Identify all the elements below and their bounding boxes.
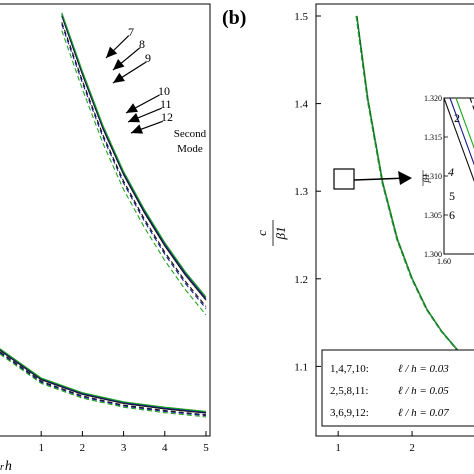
panel-b-y-tick-label-1.5: 1.5 bbox=[294, 11, 308, 23]
inset-curve-label-2: 2 bbox=[454, 111, 460, 125]
panel-b-y-tick-label-1.4: 1.4 bbox=[294, 99, 308, 111]
panel-b-legend: 1,4,7,10: ℓ / h = 0.03 2,5,8,11: ℓ / h =… bbox=[321, 349, 474, 427]
inset-series-1 bbox=[443, 97, 474, 183]
y-label-numerator: c bbox=[254, 230, 269, 236]
panel-a-curves bbox=[0, 12, 207, 418]
panel-a-x-axis-label: rh bbox=[0, 459, 12, 474]
curve-arrow-head-12 bbox=[131, 124, 144, 134]
inset-y-tick-label-1.315: 1.315 bbox=[424, 133, 442, 142]
inset-series-2 bbox=[449, 97, 474, 166]
panel-a-x-ticks: 1 2 3 4 5 bbox=[38, 431, 209, 454]
curve-label-9: 9 bbox=[145, 51, 151, 65]
panel-b-y-tick-label-1.2: 1.2 bbox=[294, 274, 308, 286]
legend-row-3-curves: 3,6,9,12: bbox=[330, 407, 369, 419]
curve-arrow-head-10 bbox=[126, 103, 139, 113]
inset-ticks: 1.300 1.305 1.310 1.315 1.320 1.60 bbox=[424, 94, 451, 266]
panel-a-x-tick-label-2: 2 bbox=[80, 442, 86, 454]
panel-a-x-tick-label-3: 3 bbox=[121, 442, 127, 454]
panel-a-annotation-line1: Second bbox=[174, 128, 207, 140]
panel-b-frame bbox=[315, 3, 474, 437]
legend-row-1-value: ℓ / h = 0.03 bbox=[398, 363, 449, 375]
panel-b-chart: (b) c β1 1.11.21.31.41.51 2 1.3001.3051.3… bbox=[222, 3, 474, 454]
panel-b-x-tick-label-1: 1 bbox=[335, 442, 341, 454]
curve-label-10: 10 bbox=[158, 84, 170, 98]
panel-b-series-6 bbox=[355, 15, 472, 363]
panel-b-y-axis-label: c β1 bbox=[254, 220, 288, 246]
second-mode-series-2 bbox=[61, 14, 207, 299]
legend-row-3-value: ℓ / h = 0.07 bbox=[398, 407, 449, 419]
y-label-denominator: β1 bbox=[273, 227, 288, 241]
curve-label-7: 7 bbox=[128, 25, 134, 39]
inset-chart: 1.300 1.305 1.310 1.315 1.320 1.60 β1 2 4 5 6 bbox=[421, 94, 474, 266]
inset-y-tick-label-1.300: 1.300 bbox=[424, 250, 442, 259]
second-mode-series-5 bbox=[61, 24, 207, 309]
inset-y-axis-label: β1 bbox=[421, 174, 431, 184]
x-label-sub: r bbox=[0, 462, 4, 473]
first-mode-series-2 bbox=[0, 349, 207, 413]
first-mode-series-4 bbox=[0, 351, 207, 416]
panel-b-y-tick-label-1.3: 1.3 bbox=[294, 186, 308, 198]
inset-series-3 bbox=[455, 97, 474, 150]
panel-b-x-tick-label-2: 2 bbox=[409, 442, 415, 454]
inset-curve-label-5: 5 bbox=[449, 189, 455, 203]
legend-row-2-curves: 2,5,8,11: bbox=[330, 385, 368, 397]
curve-arrow-head-11 bbox=[128, 113, 141, 123]
first-mode-series-1 bbox=[0, 349, 207, 414]
inset-x-tick-label-1.60: 1.60 bbox=[437, 257, 451, 266]
legend-frame bbox=[321, 349, 474, 427]
panel-b-curves bbox=[355, 15, 472, 363]
inset-y-tick-label-1.305: 1.305 bbox=[424, 211, 442, 220]
legend-row-2-value: ℓ / h = 0.05 bbox=[398, 385, 449, 397]
panel-b-label: (b) bbox=[222, 7, 246, 29]
first-mode-series-5 bbox=[0, 352, 207, 417]
panel-b-y-tick-label-1.1: 1.1 bbox=[294, 361, 308, 373]
legend-row-1-curves: 1,4,7,10: bbox=[330, 363, 369, 375]
inset-curve-label-4: 4 bbox=[448, 165, 454, 179]
panel-a-annotation-line2: Mode bbox=[177, 143, 203, 155]
curve-arrow-head-9 bbox=[113, 72, 125, 83]
inset-curve-label-6: 6 bbox=[449, 208, 455, 222]
panel-a-frame bbox=[0, 3, 211, 437]
curve-arrow-head-7 bbox=[106, 46, 118, 58]
panel-a-x-tick-label-5: 5 bbox=[203, 442, 209, 454]
inset-y-tick-label-1.310: 1.310 bbox=[424, 172, 442, 181]
panel-a-x-tick-label-4: 4 bbox=[162, 442, 168, 454]
inset-background bbox=[444, 98, 474, 258]
inset-curves bbox=[443, 97, 474, 183]
x-label-h: h bbox=[5, 459, 12, 474]
curve-label-12: 12 bbox=[161, 110, 173, 124]
zoom-arrow-head bbox=[398, 171, 412, 185]
second-mode-series-4 bbox=[61, 22, 207, 307]
panel-a-x-tick-label-1: 1 bbox=[38, 442, 44, 454]
zoom-box bbox=[333, 168, 355, 190]
first-mode-series-3 bbox=[0, 348, 207, 412]
second-mode-series-3 bbox=[61, 12, 207, 298]
second-mode-series-1 bbox=[61, 15, 207, 301]
curve-label-8: 8 bbox=[139, 37, 145, 51]
panel-b-ticks: 1.1 1.2 1.3 1.4 1.5 1 2 bbox=[294, 11, 415, 454]
inset-y-tick-label-1.320: 1.320 bbox=[424, 94, 442, 103]
zoom-arrow-line bbox=[353, 177, 409, 181]
curve-label-11: 11 bbox=[160, 97, 172, 111]
first-mode-series-6 bbox=[0, 353, 207, 418]
second-mode-series-6 bbox=[61, 30, 207, 316]
curve-arrow-head-8 bbox=[113, 58, 125, 70]
